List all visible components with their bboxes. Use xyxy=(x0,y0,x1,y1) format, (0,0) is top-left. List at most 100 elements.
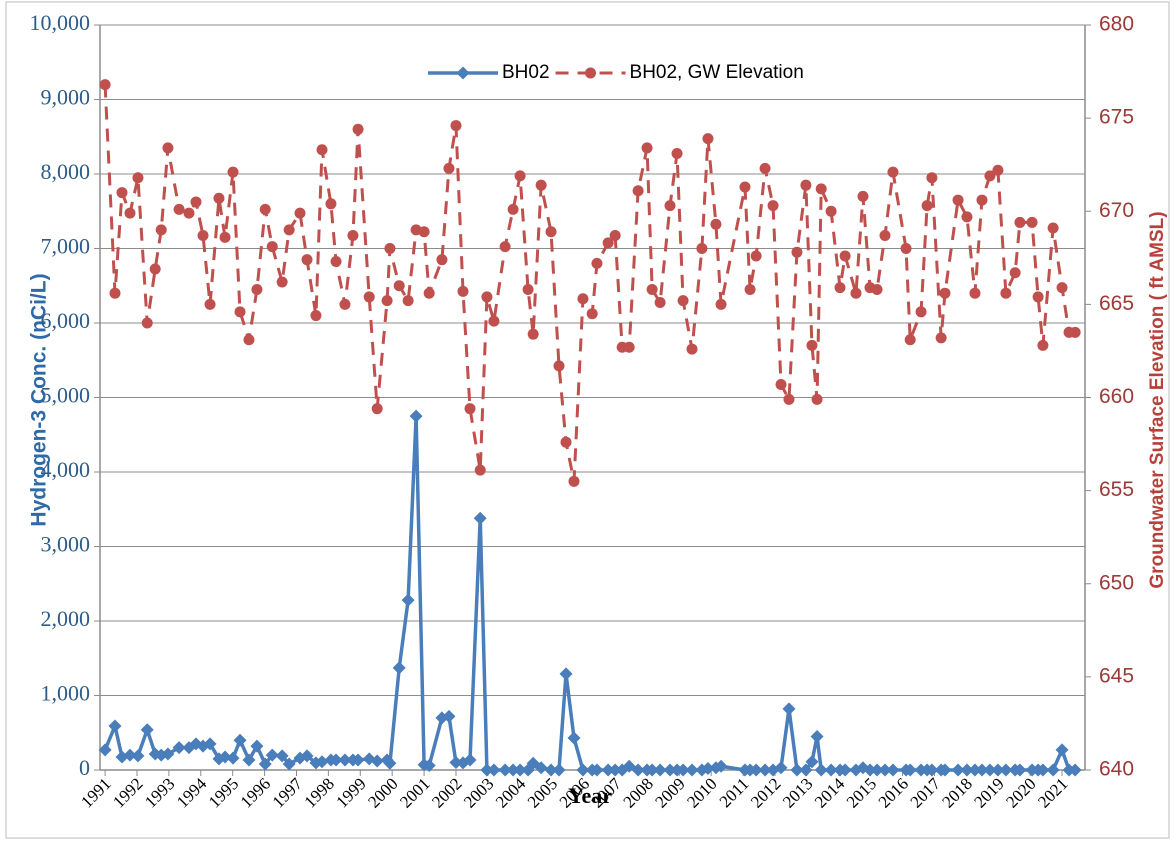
y2-tick-label: 640 xyxy=(1099,758,1134,781)
marker xyxy=(173,203,185,215)
legend-label: BH02, GW Elevation xyxy=(630,62,804,83)
marker xyxy=(218,750,232,764)
marker xyxy=(767,200,779,212)
x-tick-label: 2012 xyxy=(747,774,784,811)
marker xyxy=(487,763,501,777)
x-tick-label: 1994 xyxy=(173,774,211,812)
marker xyxy=(879,229,891,241)
marker xyxy=(197,229,209,241)
marker xyxy=(383,756,397,770)
marker xyxy=(715,298,727,310)
marker xyxy=(141,317,153,329)
y2-tick-label: 680 xyxy=(1099,13,1134,36)
marker xyxy=(904,334,916,346)
marker xyxy=(352,123,364,135)
marker xyxy=(714,759,728,773)
marker xyxy=(645,763,659,777)
marker xyxy=(834,282,846,294)
y-tick-label: 0 xyxy=(79,755,90,780)
y-tick-label: 5,000 xyxy=(41,383,91,408)
marker xyxy=(632,185,644,197)
marker xyxy=(1055,743,1069,757)
marker xyxy=(839,250,851,262)
marker xyxy=(371,403,383,415)
marker xyxy=(329,753,343,767)
marker xyxy=(671,148,683,160)
marker xyxy=(814,763,828,777)
marker xyxy=(951,763,965,777)
y2-tick-label: 665 xyxy=(1099,292,1134,315)
x-tick-label: 2005 xyxy=(524,774,561,811)
x-tick-label: 1997 xyxy=(269,774,307,812)
marker xyxy=(226,751,240,765)
marker xyxy=(744,283,756,295)
marker xyxy=(507,203,519,215)
marker xyxy=(750,250,762,262)
y2-tick-label: 660 xyxy=(1099,385,1134,408)
marker xyxy=(871,283,883,295)
marker xyxy=(654,297,666,309)
marker xyxy=(392,661,406,675)
marker xyxy=(506,763,520,777)
marker xyxy=(325,198,337,210)
marker xyxy=(275,749,289,763)
marker xyxy=(992,164,1004,176)
x-tick-label: 2000 xyxy=(364,774,401,811)
marker xyxy=(301,254,313,266)
marker xyxy=(294,207,306,219)
x-tick-label: 2020 xyxy=(1002,774,1039,811)
marker xyxy=(116,187,128,199)
marker xyxy=(925,763,939,777)
x-tick-label: 1993 xyxy=(141,774,178,811)
marker xyxy=(418,226,430,238)
marker xyxy=(259,203,271,215)
y2-tick-label: 675 xyxy=(1099,106,1134,129)
marker xyxy=(149,263,161,275)
marker xyxy=(1046,763,1060,777)
x-tick-label: 2010 xyxy=(683,774,720,811)
marker xyxy=(653,763,667,777)
marker xyxy=(676,763,690,777)
marker xyxy=(631,763,645,777)
x-tick-label: 1996 xyxy=(237,774,274,811)
marker xyxy=(590,763,604,777)
marker xyxy=(926,172,938,184)
marker xyxy=(576,763,590,777)
marker xyxy=(850,287,862,299)
marker xyxy=(739,181,751,193)
marker xyxy=(790,763,804,777)
marker xyxy=(300,749,314,763)
marker xyxy=(283,224,295,236)
x-tick-label: 2014 xyxy=(811,774,849,812)
marker xyxy=(824,763,838,777)
marker xyxy=(315,755,329,769)
marker xyxy=(219,231,231,243)
marker xyxy=(310,310,322,322)
x-tick-label: 1992 xyxy=(109,774,146,811)
marker xyxy=(1036,763,1050,777)
y2-tick-label: 670 xyxy=(1099,199,1134,222)
marker xyxy=(960,763,974,777)
marker xyxy=(242,753,256,767)
y-tick-label: 10,000 xyxy=(30,10,91,35)
marker xyxy=(799,763,813,777)
marker xyxy=(183,207,195,219)
x-tick-label: 2016 xyxy=(875,774,912,811)
marker xyxy=(499,241,511,253)
marker xyxy=(984,170,996,182)
series-line xyxy=(103,84,1076,483)
marker xyxy=(513,763,527,777)
marker xyxy=(591,257,603,269)
marker xyxy=(488,315,500,327)
marker xyxy=(384,243,396,254)
marker xyxy=(609,229,621,241)
marker xyxy=(464,403,476,415)
marker xyxy=(339,298,351,310)
x-tick-label: 2002 xyxy=(428,774,465,811)
marker xyxy=(702,133,714,145)
marker xyxy=(99,79,111,91)
marker xyxy=(749,763,763,777)
y-tick-label: 6,000 xyxy=(41,308,91,333)
